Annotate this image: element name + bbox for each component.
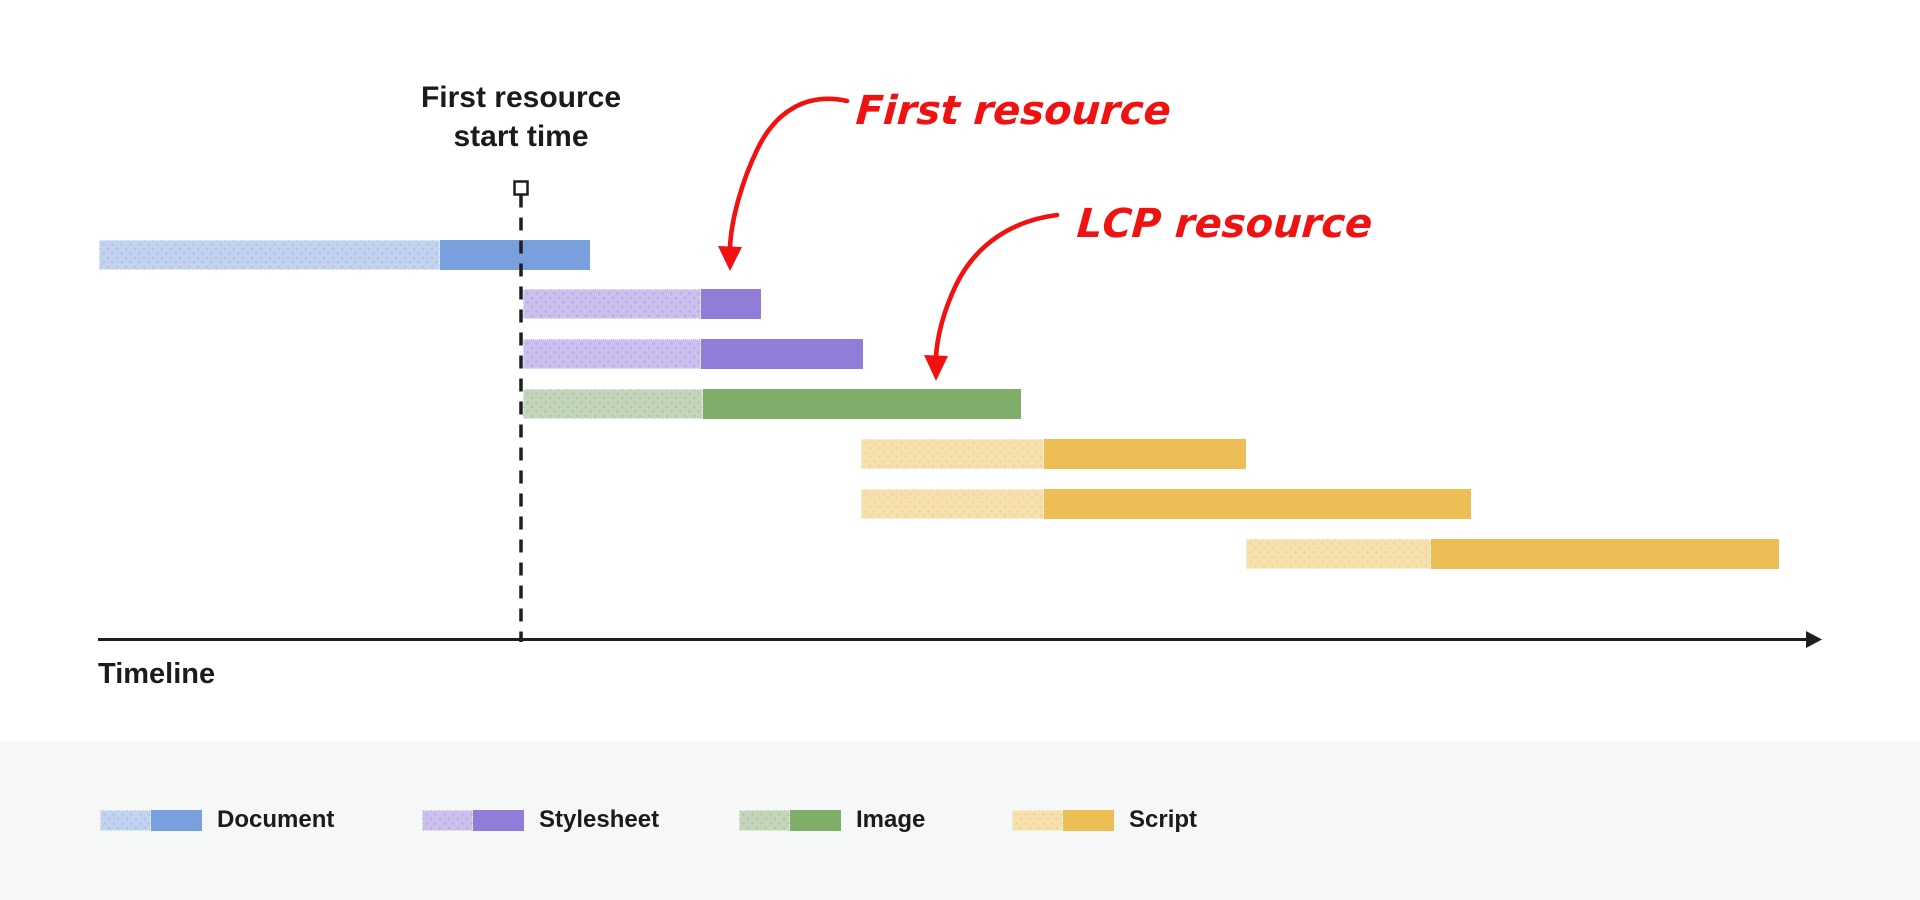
document-load-time-segment: [440, 240, 590, 270]
script-load-time-segment: [1044, 439, 1246, 469]
legend-label-script: Script: [1129, 806, 1198, 833]
marker-label-line1: First resource: [420, 81, 622, 114]
resource-bar-script-4: [861, 439, 1246, 469]
image-load-time-segment: [703, 389, 1021, 419]
stylesheet-load-delay-segment: [523, 339, 701, 369]
document-dark-swatch-segment: [151, 809, 202, 831]
document-light-swatch-segment: [100, 809, 151, 831]
legend-label-image: Image: [856, 806, 926, 833]
resource-bar-document-0: [99, 240, 590, 270]
stylesheet-load-delay-segment: [523, 289, 701, 319]
script-dark-swatch-segment: [1063, 809, 1114, 831]
image-light-swatch-segment: [739, 809, 790, 831]
timeline-label: Timeline: [98, 658, 216, 690]
script-load-delay-segment: [861, 489, 1044, 519]
script-color-swatch: [1012, 809, 1114, 831]
script-load-delay-segment: [861, 439, 1044, 469]
first-resource-annotation: First resource: [854, 88, 1173, 134]
script-load-delay-segment: [1246, 539, 1431, 569]
first-resource-start-time-label: First resource start time: [321, 78, 721, 156]
stylesheet-light-swatch-segment: [422, 809, 473, 831]
document-load-delay-segment: [99, 240, 440, 270]
legend-item-script: Script: [1012, 806, 1197, 834]
image-dark-swatch-segment: [790, 809, 841, 831]
legend-label-document: Document: [217, 806, 335, 833]
resource-bar-script-6: [1246, 539, 1779, 569]
legend-item-image: Image: [739, 806, 925, 834]
stylesheet-load-time-segment: [701, 289, 761, 319]
image-load-delay-segment: [523, 389, 703, 419]
script-light-swatch-segment: [1012, 809, 1063, 831]
marker-label-line2: start time: [453, 120, 589, 153]
resource-bar-stylesheet-1: [523, 289, 761, 319]
stylesheet-color-swatch: [422, 809, 524, 831]
image-color-swatch: [739, 809, 841, 831]
script-load-time-segment: [1044, 489, 1471, 519]
legend-band: Document Stylesheet Image Script: [0, 741, 1920, 900]
resource-bar-image-3: [523, 389, 1021, 419]
resource-bar-script-5: [861, 489, 1471, 519]
legend-item-document: Document: [100, 806, 334, 834]
legend-item-stylesheet: Stylesheet: [422, 806, 659, 834]
resource-bar-stylesheet-2: [523, 339, 863, 369]
document-color-swatch: [100, 809, 202, 831]
stylesheet-load-time-segment: [701, 339, 863, 369]
lcp-resource-annotation: LCP resource: [1075, 201, 1374, 247]
legend-label-stylesheet: Stylesheet: [539, 806, 660, 833]
script-load-time-segment: [1431, 539, 1779, 569]
stylesheet-dark-swatch-segment: [473, 809, 524, 831]
